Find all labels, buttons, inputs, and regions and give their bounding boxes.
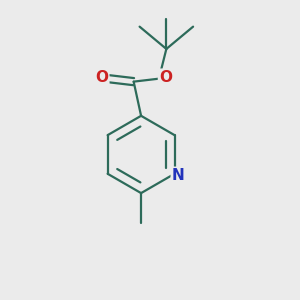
Text: O: O xyxy=(95,70,108,85)
Text: O: O xyxy=(159,70,172,85)
Text: N: N xyxy=(172,168,184,183)
